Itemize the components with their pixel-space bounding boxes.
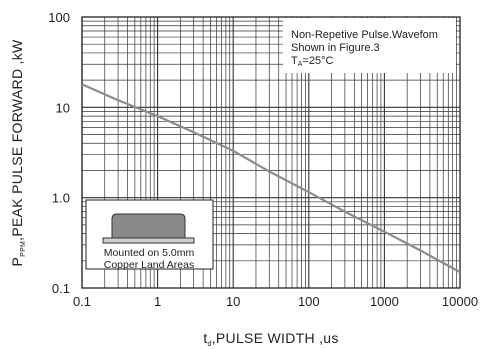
y-tick-label: 100: [48, 10, 70, 25]
x-tick-label: 100: [298, 294, 320, 309]
annotation-box: Non-Repetive Pulse.Wavefom Shown in Figu…: [283, 18, 456, 73]
x-tick-label: 1000: [370, 294, 399, 309]
y-tick-label: 10: [56, 100, 70, 115]
y-axis-label: PPPM,PEAK PULSE FORWARD ,kW: [9, 39, 27, 267]
tick-labels: 0.1 1 10 100 1000 10000 100 10 1.0 0.1: [48, 10, 478, 309]
inset-line-1: Mounted on 5.0mm: [104, 247, 195, 259]
annotation-line-2: Shown in Figure.3: [291, 42, 380, 54]
x-tick-label: 1: [154, 294, 161, 309]
y-tick-label: 0.1: [52, 281, 70, 296]
annotation-line-1: Non-Repetive Pulse.Wavefom: [291, 29, 438, 41]
x-axis-label: td,PULSE WIDTH ,us: [203, 330, 338, 348]
x-tick-label: 0.1: [73, 294, 91, 309]
x-tick-label: 10: [226, 294, 240, 309]
y-tick-label: 1.0: [52, 191, 70, 206]
series-line: [81, 83, 461, 274]
annotation-temperature: TA=25°C: [291, 55, 333, 68]
x-tick-label: 10000: [442, 294, 478, 309]
inset-line-2: Copper Land Areas: [104, 259, 194, 271]
component-package-icon: [102, 213, 195, 244]
inset-box: Mounted on 5.0mm Copper Land Areas: [85, 199, 214, 271]
plot-frame: [81, 16, 461, 289]
